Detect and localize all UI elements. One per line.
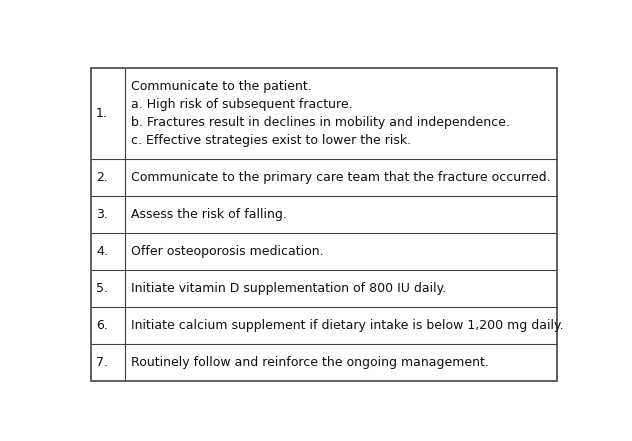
Text: Assess the risk of falling.: Assess the risk of falling. [131,208,286,220]
Text: 3.: 3. [96,208,108,220]
Text: 2.: 2. [96,171,108,184]
Text: Communicate to the patient.: Communicate to the patient. [131,80,312,93]
Text: 4.: 4. [96,245,108,258]
Text: Initiate calcium supplement if dietary intake is below 1,200 mg daily.: Initiate calcium supplement if dietary i… [131,319,563,332]
Text: 7.: 7. [96,355,108,369]
Text: Communicate to the primary care team that the fracture occurred.: Communicate to the primary care team tha… [131,171,550,184]
Text: Initiate vitamin D supplementation of 800 IU daily.: Initiate vitamin D supplementation of 80… [131,282,446,295]
Text: Routinely follow and reinforce the ongoing management.: Routinely follow and reinforce the ongoi… [131,355,489,369]
Text: b. Fractures result in declines in mobility and independence.: b. Fractures result in declines in mobil… [131,116,509,129]
Text: Offer osteoporosis medication.: Offer osteoporosis medication. [131,245,323,258]
Text: c. Effective strategies exist to lower the risk.: c. Effective strategies exist to lower t… [131,134,411,147]
Text: a. High risk of subsequent fracture.: a. High risk of subsequent fracture. [131,98,352,111]
Text: 1.: 1. [96,107,108,120]
Text: 6.: 6. [96,319,108,332]
Text: 5.: 5. [96,282,108,295]
